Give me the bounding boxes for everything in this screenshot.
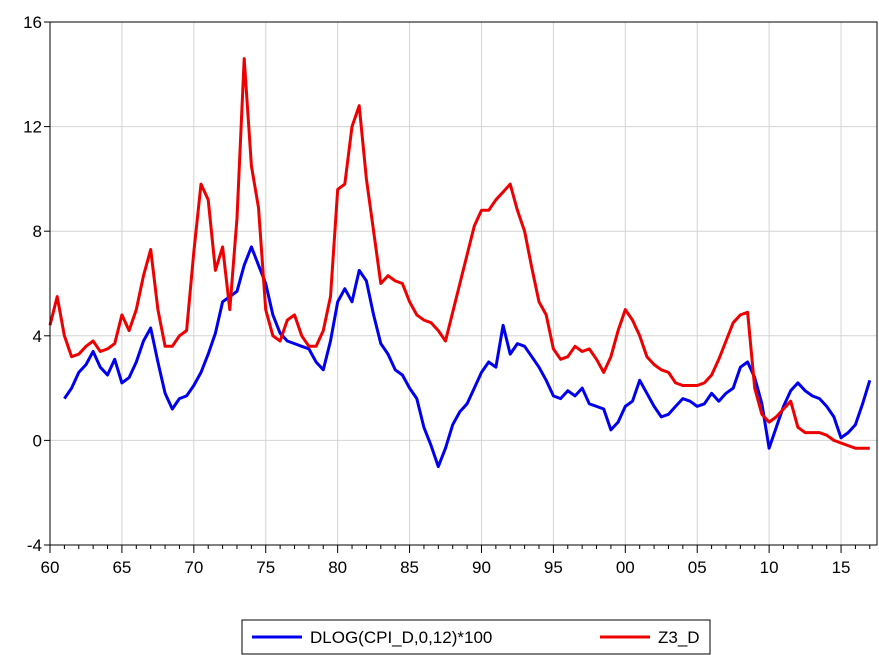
x-tick-label: 80: [328, 558, 347, 577]
legend-label-dlog-cpi: DLOG(CPI_D,0,12)*100: [310, 628, 492, 647]
series-layer: [48, 57, 872, 469]
legend-label-z3-d: Z3_D: [658, 628, 700, 647]
plot-frame: [49, 21, 878, 546]
x-tick-label: 90: [472, 558, 491, 577]
y-tick-label: 4: [33, 327, 42, 346]
x-tick-label: 85: [400, 558, 419, 577]
x-tick-label: 15: [832, 558, 851, 577]
x-tick-label: 75: [256, 558, 275, 577]
y-tick-label: 12: [23, 118, 42, 137]
grid-layer: [50, 22, 877, 545]
x-tick-label: 95: [544, 558, 563, 577]
y-tick-label: 8: [33, 222, 42, 241]
x-tick-label: 10: [760, 558, 779, 577]
y-tick-label: 16: [23, 13, 42, 32]
y-tick-label: 0: [33, 431, 42, 450]
x-tick-label: 70: [184, 558, 203, 577]
series-line-dlog-cpi: [63, 245, 872, 469]
x-tick-label: 60: [41, 558, 60, 577]
x-tick-label: 00: [616, 558, 635, 577]
x-tick-label: 05: [688, 558, 707, 577]
y-tick-label: -4: [27, 536, 42, 555]
axis-layer: -4 0 4 8 12 16 60 65 70 75 80 85 90 95 00 05 10 15: [23, 13, 871, 577]
series-line-z3-d: [48, 57, 870, 450]
legend: DLOG(CPI_D,0,12)*100 Z3_D: [241, 619, 711, 655]
x-tick-label: 65: [112, 558, 131, 577]
